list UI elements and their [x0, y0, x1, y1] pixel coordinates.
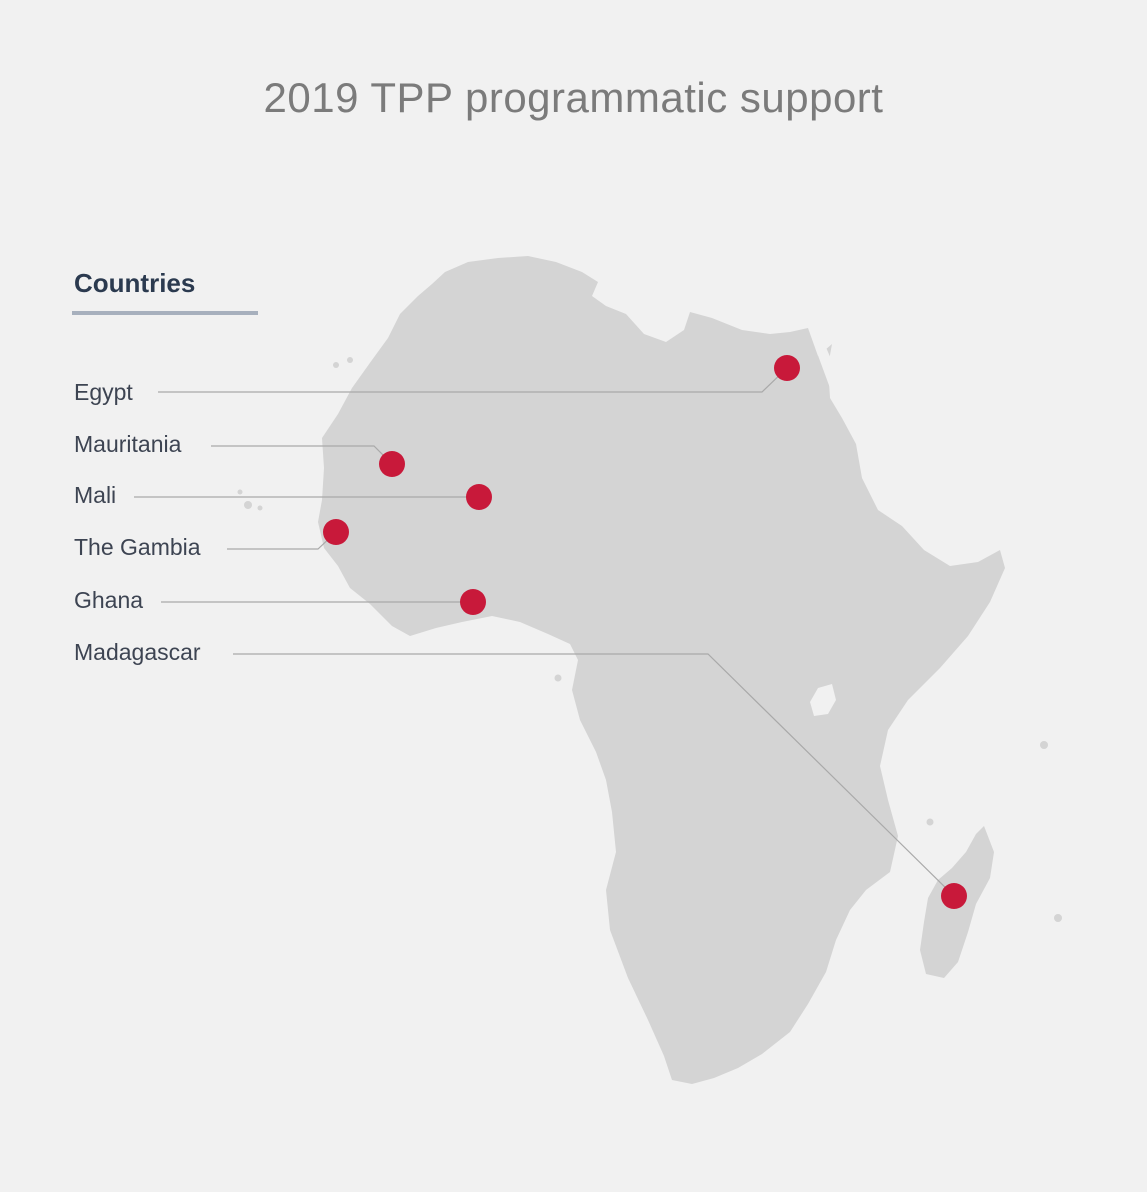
island — [554, 674, 562, 682]
lake-victoria — [810, 684, 836, 716]
legend-item-the-gambia: The Gambia — [74, 534, 201, 560]
ghana-marker-icon — [460, 589, 486, 615]
leader-line-madagascar — [233, 653, 955, 897]
red-sea — [814, 330, 852, 424]
legend-item-mali: Mali — [74, 482, 117, 508]
mauritania-marker-icon — [379, 451, 405, 477]
mali-marker-icon — [466, 484, 492, 510]
legend-item-ghana: Ghana — [74, 587, 144, 613]
island — [244, 501, 252, 509]
island — [347, 357, 353, 363]
legend-underline — [72, 311, 258, 315]
island — [1040, 741, 1048, 749]
legend-item-egypt: Egypt — [74, 379, 133, 405]
island — [257, 505, 263, 511]
legend-item-mauritania: Mauritania — [74, 431, 182, 457]
legend-heading: Countries — [74, 268, 196, 298]
madagascar-marker-icon — [941, 883, 967, 909]
legend-item-madagascar: Madagascar — [74, 639, 201, 665]
island — [1054, 914, 1062, 922]
egypt-marker-icon — [774, 355, 800, 381]
page-title: 2019 TPP programmatic support — [263, 74, 884, 121]
the-gambia-marker-icon — [323, 519, 349, 545]
island — [333, 362, 339, 368]
island — [237, 489, 243, 495]
island — [926, 818, 934, 826]
africa-landmass — [318, 256, 1005, 1084]
leader-line-the-gambia — [227, 531, 337, 550]
